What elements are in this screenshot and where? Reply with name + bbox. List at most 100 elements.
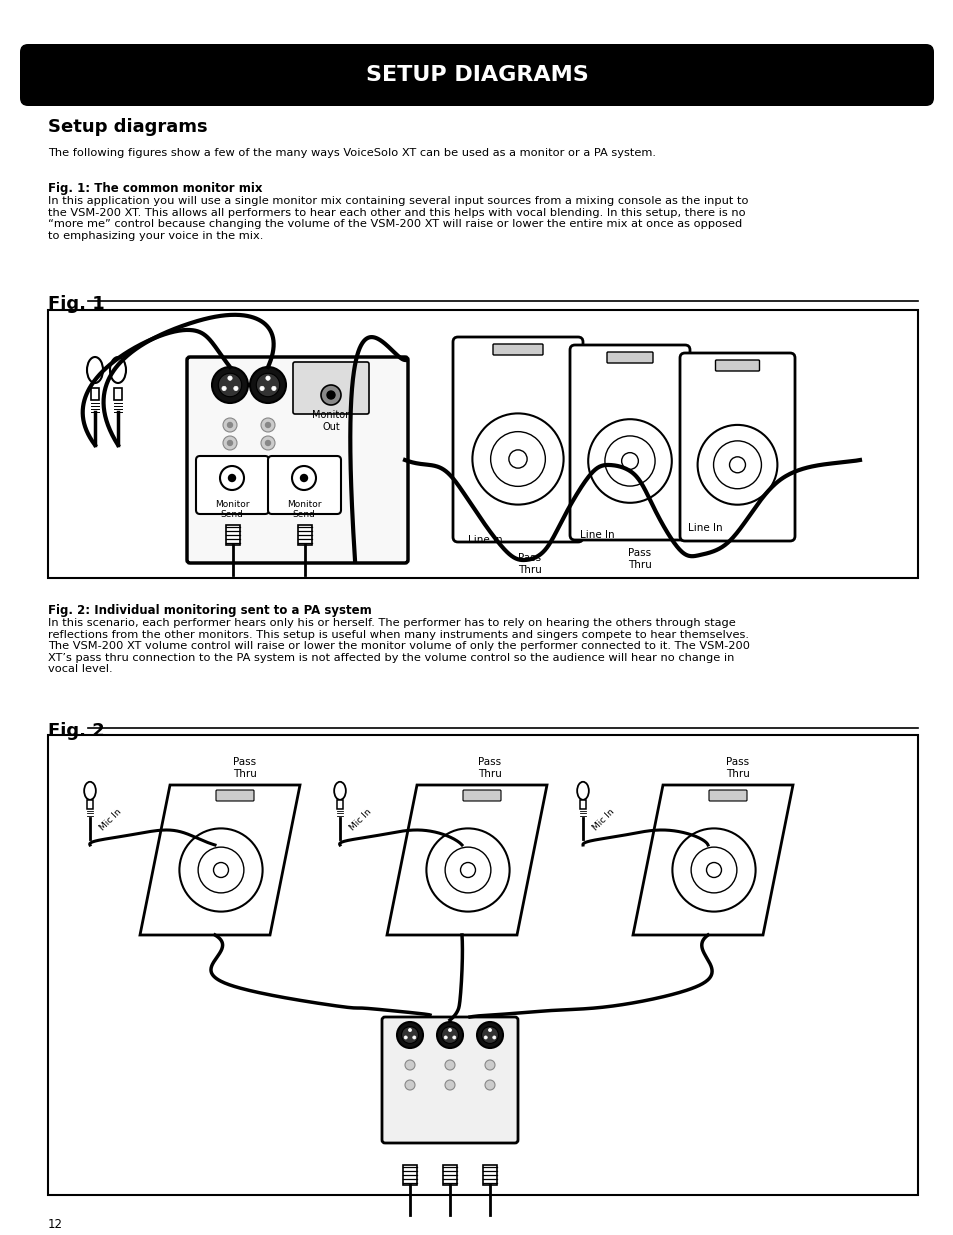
Circle shape xyxy=(445,847,491,893)
FancyBboxPatch shape xyxy=(493,345,542,354)
Bar xyxy=(579,800,585,809)
Text: Pass
Thru: Pass Thru xyxy=(477,757,501,778)
Circle shape xyxy=(401,1026,418,1044)
FancyBboxPatch shape xyxy=(453,337,582,542)
Bar xyxy=(226,525,240,545)
Text: Mic In: Mic In xyxy=(590,808,616,832)
Circle shape xyxy=(436,1023,462,1049)
Circle shape xyxy=(222,387,226,390)
Circle shape xyxy=(233,387,238,390)
Bar xyxy=(482,1165,497,1186)
FancyBboxPatch shape xyxy=(381,1016,517,1144)
Bar xyxy=(48,310,917,578)
Text: In this scenario, each performer hears only his or herself. The performer has to: In this scenario, each performer hears o… xyxy=(48,618,749,674)
FancyBboxPatch shape xyxy=(215,790,253,802)
Text: Pass
Thru: Pass Thru xyxy=(725,757,749,778)
Circle shape xyxy=(453,1036,456,1039)
Circle shape xyxy=(484,1079,495,1091)
Circle shape xyxy=(327,391,335,399)
Circle shape xyxy=(604,436,655,487)
Circle shape xyxy=(320,385,340,405)
Circle shape xyxy=(300,474,307,482)
Text: Line In: Line In xyxy=(579,530,614,540)
Circle shape xyxy=(444,1079,455,1091)
Bar xyxy=(442,1165,456,1186)
Circle shape xyxy=(444,1036,447,1039)
Circle shape xyxy=(266,375,270,380)
Circle shape xyxy=(265,441,271,446)
Text: Pass
Thru: Pass Thru xyxy=(627,548,651,569)
Text: Pass
Thru: Pass Thru xyxy=(517,553,541,574)
Text: Fig. 2: Individual monitoring sent to a PA system: Fig. 2: Individual monitoring sent to a … xyxy=(48,604,372,618)
Circle shape xyxy=(198,847,244,893)
Circle shape xyxy=(227,422,233,427)
Ellipse shape xyxy=(110,357,126,383)
Text: Line In: Line In xyxy=(468,535,502,545)
Text: The following figures show a few of the many ways VoiceSolo XT can be used as a : The following figures show a few of the … xyxy=(48,148,656,158)
Circle shape xyxy=(481,1026,497,1044)
Circle shape xyxy=(441,1026,458,1044)
Bar xyxy=(113,388,122,400)
Bar xyxy=(402,1165,416,1186)
Circle shape xyxy=(272,387,275,390)
Ellipse shape xyxy=(334,782,346,800)
Text: Pass
Thru: Pass Thru xyxy=(233,757,256,778)
Circle shape xyxy=(484,1036,487,1039)
Circle shape xyxy=(729,457,744,473)
Text: Monitor
Send: Monitor Send xyxy=(287,500,321,520)
Circle shape xyxy=(588,419,671,503)
Circle shape xyxy=(405,1060,415,1070)
FancyBboxPatch shape xyxy=(20,44,933,106)
Circle shape xyxy=(621,453,638,469)
Polygon shape xyxy=(387,785,546,935)
Circle shape xyxy=(426,829,509,911)
FancyBboxPatch shape xyxy=(187,357,408,563)
Text: Monitor
Out: Monitor Out xyxy=(313,410,349,431)
Text: Mic In: Mic In xyxy=(348,808,373,832)
FancyBboxPatch shape xyxy=(195,456,269,514)
Bar xyxy=(87,800,93,809)
Polygon shape xyxy=(140,785,299,935)
FancyBboxPatch shape xyxy=(679,353,794,541)
Circle shape xyxy=(229,474,235,482)
FancyBboxPatch shape xyxy=(715,359,759,370)
Circle shape xyxy=(484,1060,495,1070)
FancyBboxPatch shape xyxy=(708,790,746,802)
Text: Monitor
Send: Monitor Send xyxy=(214,500,249,520)
Circle shape xyxy=(713,441,760,489)
Circle shape xyxy=(256,373,279,396)
Text: Line In: Line In xyxy=(687,522,721,534)
Text: Fig. 1: Fig. 1 xyxy=(48,295,105,312)
Circle shape xyxy=(488,1029,491,1031)
Bar xyxy=(91,388,99,400)
Polygon shape xyxy=(633,785,792,935)
Circle shape xyxy=(396,1023,422,1049)
Circle shape xyxy=(223,417,236,432)
Circle shape xyxy=(492,1036,496,1039)
Text: 12: 12 xyxy=(48,1218,63,1231)
FancyBboxPatch shape xyxy=(606,352,652,363)
Circle shape xyxy=(250,367,286,403)
Circle shape xyxy=(261,417,274,432)
Circle shape xyxy=(261,436,274,450)
Circle shape xyxy=(179,829,262,911)
Ellipse shape xyxy=(577,782,588,800)
Circle shape xyxy=(697,425,777,505)
Circle shape xyxy=(448,1029,451,1031)
Circle shape xyxy=(405,1079,415,1091)
Text: In this application you will use a single monitor mix containing several input s: In this application you will use a singl… xyxy=(48,196,748,241)
Circle shape xyxy=(508,450,527,468)
Circle shape xyxy=(472,414,563,505)
FancyBboxPatch shape xyxy=(462,790,500,802)
Circle shape xyxy=(706,862,720,878)
FancyBboxPatch shape xyxy=(569,345,689,540)
FancyBboxPatch shape xyxy=(268,456,340,514)
Circle shape xyxy=(213,862,229,878)
Circle shape xyxy=(413,1036,416,1039)
Bar xyxy=(48,735,917,1195)
Circle shape xyxy=(476,1023,502,1049)
Text: SETUP DIAGRAMS: SETUP DIAGRAMS xyxy=(365,65,588,85)
Circle shape xyxy=(265,422,271,427)
Text: Setup diagrams: Setup diagrams xyxy=(48,119,208,136)
Circle shape xyxy=(404,1036,407,1039)
